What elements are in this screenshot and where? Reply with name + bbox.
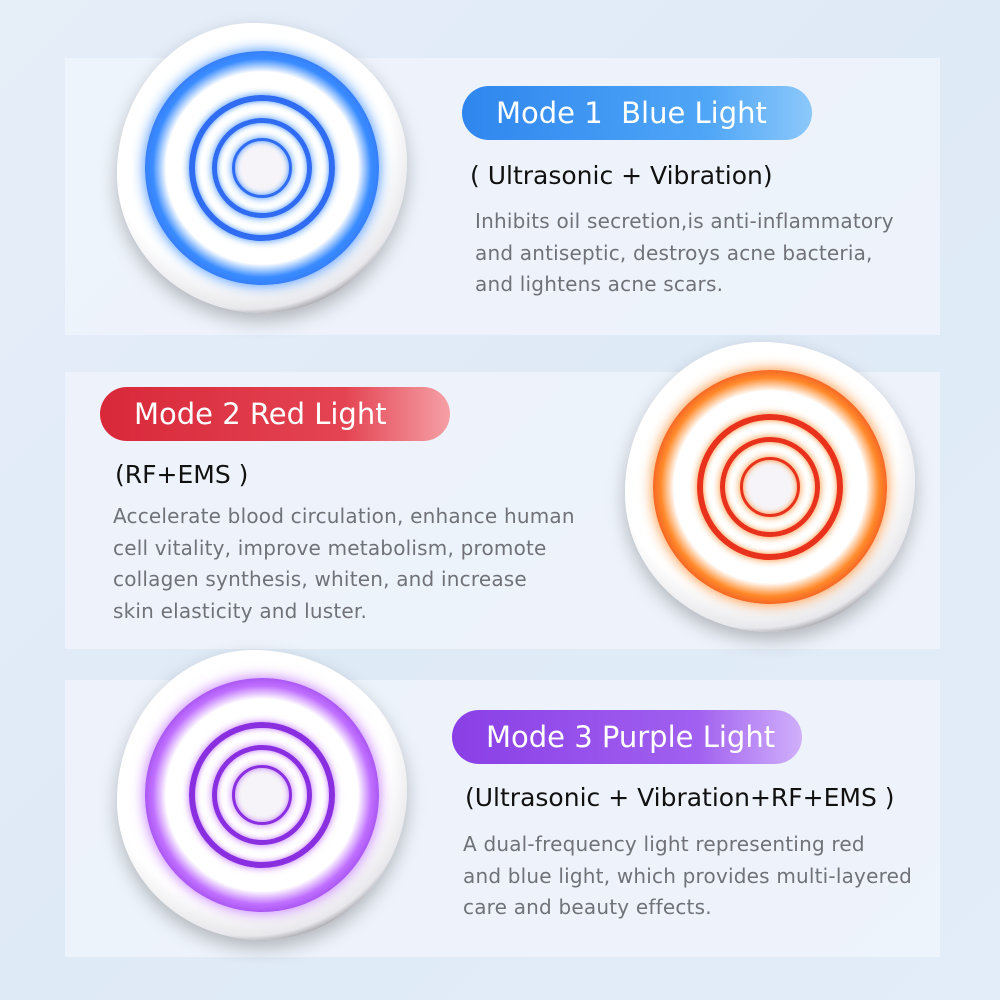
mode-2-title: Mode 2 Red Light [100, 387, 450, 441]
light-ring [212, 745, 312, 845]
purple-light-device-image [117, 650, 407, 940]
description-line: Accelerate blood circulation, enhance hu… [113, 504, 575, 528]
light-ring [232, 138, 292, 198]
description-line: skin elasticity and luster. [113, 598, 368, 623]
mode-2-subtitle: (RF+EMS ) [115, 460, 249, 489]
light-ring [189, 95, 335, 241]
description-line: and antiseptic, destroys acne bacteria, [475, 240, 873, 265]
light-ring [720, 437, 820, 537]
mode-3-subtitle: (Ultrasonic + Vibration+RF+EMS ) [465, 783, 895, 812]
description-line: care and beauty effects. [463, 895, 712, 919]
light-ring [189, 722, 335, 868]
light-ring [697, 414, 843, 560]
light-ring [232, 765, 292, 825]
blue-light-device-image [117, 23, 407, 313]
description-line: collagen synthesis, whiten, and increase [113, 567, 527, 591]
description-line: and lightens acne scars. [475, 272, 724, 296]
description-line: cell vitality, improve metabolism, promo… [113, 535, 547, 560]
light-ring [740, 457, 800, 517]
description-line: and blue light, which provides multi-lay… [463, 863, 912, 888]
mode-2-description: Accelerate blood circulation, enhance hu… [113, 501, 575, 627]
light-ring [212, 118, 312, 218]
red-light-device-image [625, 342, 915, 632]
mode-3-title: Mode 3 Purple Light [452, 710, 802, 764]
mode-1-description: Inhibits oil secretion,is anti-inflammat… [475, 206, 894, 301]
mode-3-description: A dual-frequency light representing red … [463, 829, 912, 924]
description-line: A dual-frequency light representing red [463, 832, 865, 856]
mode-1-title: Mode 1 Blue Light [462, 86, 812, 140]
mode-1-subtitle: ( Ultrasonic + Vibration) [470, 161, 773, 190]
description-line: Inhibits oil secretion,is anti-inflammat… [475, 209, 894, 233]
